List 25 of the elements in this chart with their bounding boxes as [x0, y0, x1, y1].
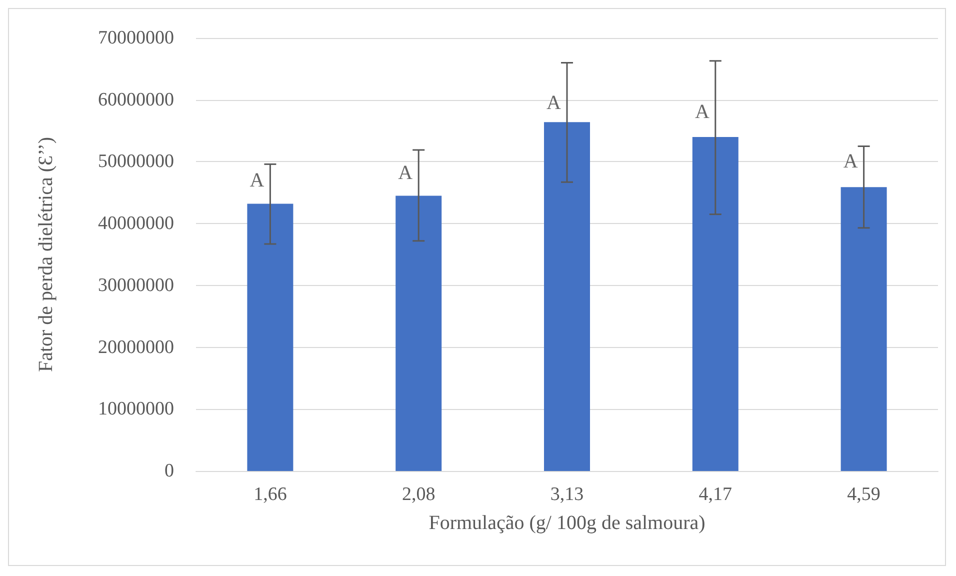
x-tick-label: 4,59 — [847, 484, 880, 505]
bar — [840, 187, 887, 471]
annotation: A — [843, 150, 858, 173]
annotation: A — [250, 169, 265, 192]
x-tick-label: 3,13 — [550, 484, 584, 505]
x-tick-label: 4,17 — [698, 484, 732, 505]
annotation: A — [694, 101, 710, 124]
y-axis-title: Fator de perda dielétrica (Ɛ’’) — [35, 136, 57, 372]
bar — [396, 196, 442, 471]
y-tick-label: 30000000 — [98, 274, 174, 296]
annotation: A — [398, 162, 414, 184]
annotation: A — [546, 92, 562, 114]
y-tick-label: 50000000 — [98, 151, 174, 172]
y-tick-label: 0 — [164, 460, 174, 482]
bar — [544, 122, 590, 471]
x-axis-title: Formulação (g/ 100g de salmoura) — [428, 512, 706, 534]
bar — [692, 136, 738, 471]
y-tick-label: 70000000 — [98, 28, 174, 48]
x-tick-label: 1,66 — [254, 484, 287, 505]
y-tick-label: 20000000 — [98, 336, 174, 358]
y-tick-label: 10000000 — [98, 398, 174, 420]
y-tick-label: 60000000 — [98, 89, 174, 110]
x-tick-label: 2,08 — [402, 484, 436, 505]
y-tick-label: 40000000 — [98, 213, 174, 234]
bar — [247, 204, 294, 471]
